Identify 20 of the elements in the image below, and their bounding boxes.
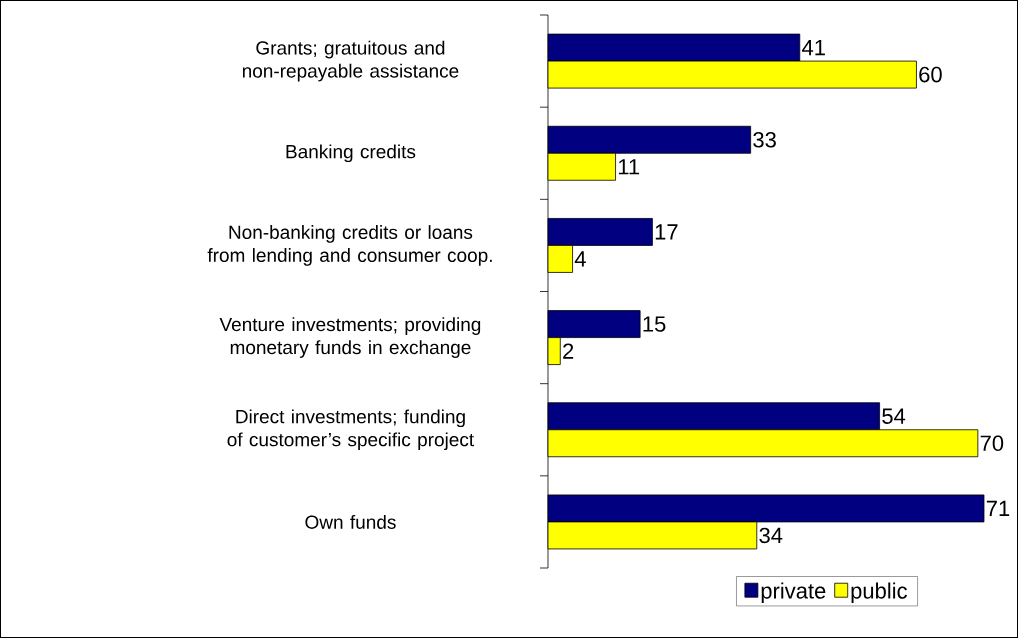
y-tick-label: Banking credits xyxy=(286,144,416,163)
data-label: 34 xyxy=(759,527,783,544)
legend-label: public xyxy=(851,582,907,604)
y-tick-label: Grants; gratuitous and non-repayable assistance xyxy=(242,40,459,82)
data-label: 41 xyxy=(802,40,825,56)
data-label: 2 xyxy=(563,343,574,359)
data-label: 60 xyxy=(919,66,942,83)
data-label: 70 xyxy=(980,435,1004,452)
data-label: 71 xyxy=(986,500,1010,516)
y-tick-label: Non-banking credits or loans from lending and consumer coop. xyxy=(207,225,492,266)
legend-label: private xyxy=(761,582,826,604)
data-label: 11 xyxy=(618,159,640,175)
y-tick-label: Own funds xyxy=(305,514,396,529)
data-label: 15 xyxy=(643,316,666,332)
data-label: 4 xyxy=(574,251,586,267)
data-label: 33 xyxy=(753,131,776,148)
y-tick-label: Direct investments; funding of customer’s specific project xyxy=(227,409,474,451)
data-label: 54 xyxy=(882,408,906,424)
y-tick-label: Venture investments; providing monetary funds in exchange xyxy=(219,317,481,358)
data-label: 17 xyxy=(655,224,678,240)
